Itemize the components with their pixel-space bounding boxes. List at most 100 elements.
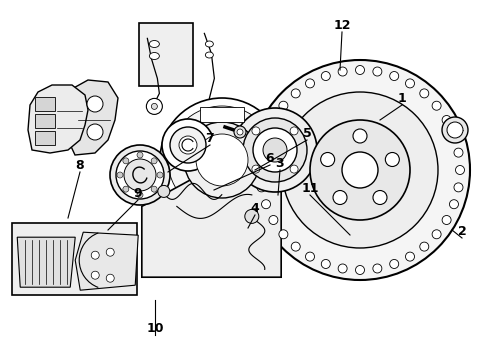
Polygon shape: [75, 232, 138, 290]
Circle shape: [389, 72, 398, 81]
Text: 10: 10: [146, 322, 163, 335]
Text: 11: 11: [301, 182, 318, 195]
Circle shape: [419, 89, 428, 98]
Circle shape: [122, 158, 129, 164]
Circle shape: [454, 166, 464, 175]
Circle shape: [441, 216, 450, 225]
Circle shape: [355, 266, 364, 275]
Text: 4: 4: [250, 202, 259, 215]
Text: 3: 3: [275, 157, 284, 170]
Circle shape: [289, 165, 298, 173]
Circle shape: [446, 122, 462, 138]
Circle shape: [151, 158, 157, 164]
Circle shape: [170, 127, 205, 163]
Circle shape: [278, 230, 287, 239]
Circle shape: [257, 183, 265, 192]
Polygon shape: [28, 85, 88, 153]
Circle shape: [289, 127, 298, 135]
Circle shape: [291, 242, 300, 251]
Circle shape: [332, 190, 346, 204]
Circle shape: [305, 252, 314, 261]
Circle shape: [124, 159, 156, 191]
Circle shape: [160, 98, 284, 222]
Bar: [35, 114, 55, 128]
Circle shape: [291, 89, 300, 98]
Circle shape: [278, 101, 287, 110]
Circle shape: [448, 131, 458, 140]
Circle shape: [122, 186, 129, 192]
Text: 1: 1: [397, 92, 406, 105]
Circle shape: [337, 264, 346, 273]
Circle shape: [252, 128, 296, 172]
Circle shape: [448, 200, 458, 209]
Circle shape: [419, 242, 428, 251]
Circle shape: [249, 60, 469, 280]
Circle shape: [431, 101, 440, 110]
Circle shape: [158, 185, 169, 197]
Circle shape: [453, 148, 462, 157]
Circle shape: [91, 271, 99, 279]
Circle shape: [263, 138, 286, 162]
Circle shape: [337, 67, 346, 76]
Circle shape: [87, 124, 103, 140]
Circle shape: [106, 248, 114, 256]
Circle shape: [110, 145, 170, 205]
Circle shape: [268, 116, 277, 125]
Circle shape: [232, 108, 316, 192]
Circle shape: [372, 264, 381, 273]
Text: 2: 2: [457, 225, 466, 238]
Circle shape: [309, 120, 409, 220]
Circle shape: [251, 165, 260, 173]
Polygon shape: [65, 80, 118, 155]
Circle shape: [255, 166, 264, 175]
Circle shape: [117, 172, 123, 178]
Text: 9: 9: [133, 187, 142, 200]
Circle shape: [179, 136, 197, 154]
Circle shape: [372, 190, 386, 204]
Text: 6: 6: [265, 152, 274, 165]
Circle shape: [385, 153, 399, 166]
Circle shape: [106, 274, 114, 282]
Circle shape: [244, 210, 258, 224]
Circle shape: [441, 117, 467, 143]
Circle shape: [261, 131, 270, 140]
Bar: [139, 23, 193, 86]
Circle shape: [261, 200, 270, 209]
Polygon shape: [142, 176, 281, 277]
Circle shape: [183, 122, 260, 198]
Circle shape: [405, 79, 414, 88]
Circle shape: [389, 260, 398, 269]
Circle shape: [251, 127, 260, 135]
Circle shape: [137, 192, 142, 198]
Circle shape: [441, 116, 450, 125]
Ellipse shape: [149, 40, 159, 48]
Bar: [12, 223, 137, 295]
Circle shape: [168, 106, 275, 214]
Circle shape: [196, 134, 247, 186]
Ellipse shape: [149, 53, 159, 59]
Circle shape: [137, 152, 142, 158]
Circle shape: [320, 153, 334, 166]
Polygon shape: [200, 107, 244, 122]
Circle shape: [321, 72, 329, 81]
Circle shape: [405, 252, 414, 261]
Text: 12: 12: [332, 19, 350, 32]
Circle shape: [282, 92, 437, 248]
Circle shape: [151, 186, 157, 192]
Circle shape: [162, 119, 214, 171]
Circle shape: [321, 260, 329, 269]
Circle shape: [341, 152, 377, 188]
Circle shape: [243, 118, 306, 182]
Text: 5: 5: [302, 127, 311, 140]
Circle shape: [257, 148, 265, 157]
Circle shape: [87, 96, 103, 112]
Polygon shape: [17, 237, 75, 287]
Ellipse shape: [205, 41, 213, 47]
Text: 7: 7: [205, 132, 214, 145]
Ellipse shape: [205, 52, 213, 58]
Circle shape: [234, 126, 245, 138]
Circle shape: [305, 79, 314, 88]
Circle shape: [352, 129, 366, 143]
Circle shape: [157, 172, 163, 178]
Circle shape: [146, 98, 162, 114]
